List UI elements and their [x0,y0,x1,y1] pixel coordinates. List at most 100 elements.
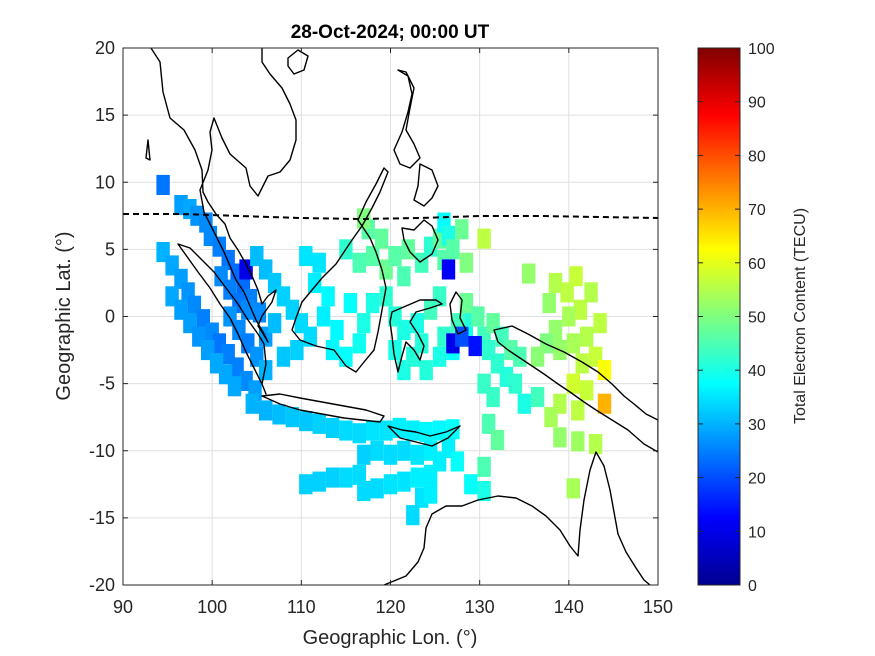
colorbar-tick-label: 20 [748,471,766,488]
coastline-australia [383,451,651,585]
tec-cell [432,286,447,307]
coastline-borneo [291,225,387,373]
tec-cell [406,420,420,441]
tec-cell [357,481,371,502]
tec-cell [303,326,317,347]
plot-area [122,47,659,586]
coastline-sumatra [177,243,267,395]
tec-cell [325,467,340,488]
tec-cell [343,293,358,314]
tec-cell [450,451,465,472]
tec-cell [397,319,411,340]
chart-title: 28-Oct-2024; 00:00 UT [291,22,490,43]
y-tick-label: -10 [89,441,115,461]
tec-cell [366,420,380,441]
tec-cell [459,252,473,273]
x-tick-label: 120 [375,597,405,617]
tec-cell [542,293,556,314]
colorbar-gradient [697,47,741,586]
tec-cell [571,431,585,452]
tec-cell [316,306,331,327]
tec-cell [548,272,563,293]
coastline-hainan [287,49,309,75]
colorbar-tick-label: 10 [748,524,766,541]
tec-cell [522,263,536,284]
y-tick-label: 0 [105,307,115,327]
tec-cell [517,393,531,414]
tec-cell [383,444,398,465]
colorbar-tick-label: 70 [748,202,766,219]
tec-cell [597,393,612,414]
coastline-sulawesi [389,299,443,373]
tec-cell [370,478,384,499]
tec-cell [477,456,491,477]
tec-cell [276,346,291,367]
tec-cell [312,471,326,492]
tec-cell [227,376,242,397]
tec-cell [441,259,456,280]
tec-cell [370,440,384,461]
colorbar-tick-label: 90 [748,95,766,112]
tec-cell [321,286,335,307]
tec-cell [252,302,267,323]
tec-cell [481,413,496,434]
y-tick-label: -20 [89,575,115,595]
y-tick-label: -5 [99,374,115,394]
tec-cell [308,272,322,293]
tec-cell [560,282,574,303]
tec-cell [374,228,389,249]
tec-cell [455,219,469,240]
tec-cell [415,333,429,354]
tec-cell [459,293,473,314]
coastline-palawan [357,167,389,227]
colorbar-tick-label: 40 [748,363,766,380]
tec-cell [584,282,598,303]
tec-cell [575,353,589,374]
tec-cell [267,313,282,334]
tec-cell [566,333,580,354]
tec-cell [432,346,447,367]
tec-cell [383,474,398,495]
tec-cell [388,340,402,361]
colorbar-tick-label: 50 [748,310,766,327]
tec-cell [569,266,583,287]
y-tick-label: -15 [89,508,115,528]
colorbar-tick-label: 0 [748,578,757,595]
tec-cell [352,423,366,444]
tec-cell [339,346,353,367]
tec-cell [588,434,603,455]
colorbar-tick-label: 60 [748,256,766,273]
y-tick-label: 10 [95,172,115,192]
tec-cell [477,228,491,249]
tec-cell [490,429,505,450]
tec-cell [379,420,393,441]
coastline-java [261,393,385,423]
tec-cell [339,420,353,441]
tec-cell [530,387,545,408]
tec-cell [392,417,407,438]
tec-cell [415,252,429,273]
tec-cell [339,467,353,488]
coastline-philippines-luzon [393,69,421,169]
tec-cell [312,252,326,273]
tec-cell [410,313,424,334]
tec-cell [432,451,447,472]
coastline-andaman [145,139,151,161]
tec-cell [325,417,340,438]
tec-cell [357,313,371,334]
coastline-mindanao [401,219,439,263]
x-axis-label: Geographic Lon. (°) [303,627,478,649]
tec-cell [352,252,366,273]
tec-cell [513,346,527,367]
tec-cell [272,404,286,425]
tec-cell [419,421,433,442]
x-tick-label: 110 [287,597,316,617]
tec-cell [156,174,170,195]
coastline-mainland-asia [150,48,297,343]
tec-cell [432,420,447,441]
tec-cell [259,360,273,381]
tec-cell [330,319,344,340]
tec-cell [544,407,558,428]
y-tick-label: 20 [95,38,115,58]
